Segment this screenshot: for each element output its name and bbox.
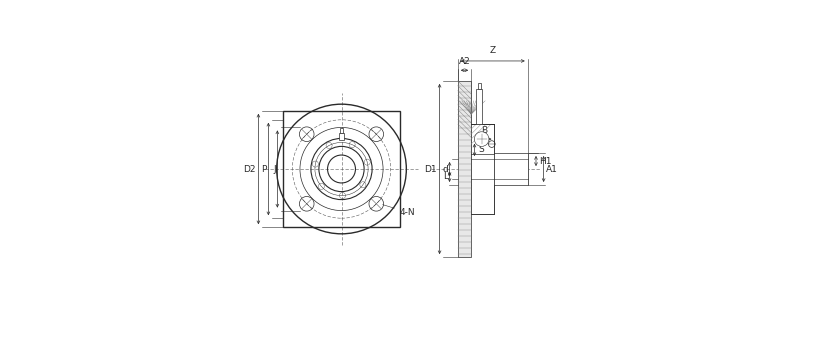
Text: D1: D1 (424, 165, 437, 173)
Text: d: d (442, 165, 448, 173)
Text: B: B (481, 126, 487, 135)
Bar (477, 89, 482, 124)
Text: A2: A2 (459, 56, 470, 66)
Bar (477, 83, 481, 89)
Bar (283, 111, 400, 227)
Text: A1: A1 (546, 165, 558, 173)
Bar (494, 153, 528, 185)
Text: S: S (478, 145, 484, 154)
Text: D2: D2 (243, 165, 255, 173)
Text: P: P (261, 165, 266, 173)
Text: J: J (273, 165, 276, 173)
Bar (340, 128, 343, 133)
Text: 4-N: 4-N (383, 204, 415, 217)
Bar (339, 133, 344, 140)
Text: L: L (443, 172, 448, 182)
Bar (471, 124, 494, 214)
Bar (458, 81, 471, 257)
Text: Z: Z (490, 46, 496, 55)
Circle shape (474, 132, 489, 146)
Text: H1: H1 (539, 156, 551, 166)
